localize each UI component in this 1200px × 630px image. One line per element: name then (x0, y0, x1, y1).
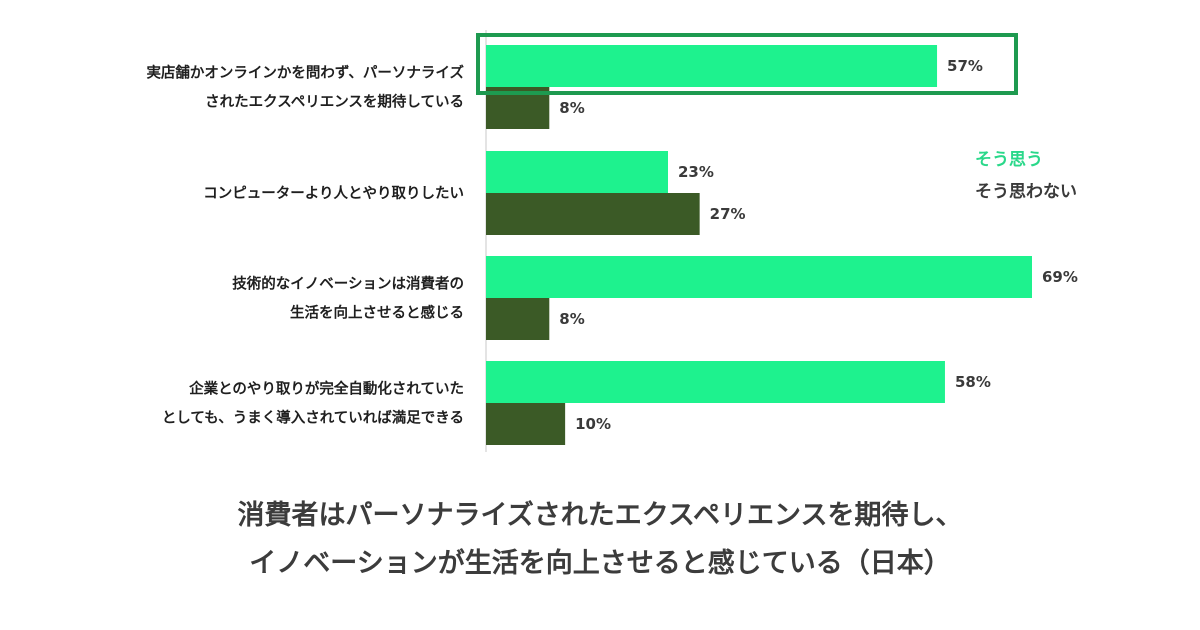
caption: 消費者はパーソナライズされたエクスペリエンスを期待し、 イノベーションが生活を向… (0, 492, 1200, 588)
legend-entry-1: そう思わない (975, 182, 1077, 202)
value-label-0-0: 57% (947, 57, 983, 75)
category-label-3-0: 企業とのやり取りが完全自動化されていた (188, 380, 464, 398)
value-label-1-3: 10% (575, 415, 611, 433)
value-label-1-1: 27% (710, 205, 746, 223)
value-label-0-2: 69% (1042, 268, 1078, 286)
caption-line-2: イノベーションが生活を向上させると感じている（日本） (249, 548, 951, 579)
caption-line-1: 消費者はパーソナライズされたエクスペリエンスを期待し、 (237, 500, 963, 531)
value-label-0-1: 23% (678, 163, 714, 181)
category-label-3-1: としても、うまく導入されていれば満足できる (162, 409, 464, 427)
value-label-0-3: 58% (955, 373, 991, 391)
bar-1-3 (486, 403, 566, 445)
category-label-2-0: 技術的なイノベーションは消費者の (232, 275, 464, 293)
bar-0-3 (486, 361, 945, 403)
bar-chart: 実店舗かオンラインかを問わず、パーソナライズされたエクスペリエンスを期待している… (146, 30, 1078, 452)
bar-1-2 (486, 298, 550, 340)
category-label-0-1: されたエクスペリエンスを期待している (205, 93, 464, 111)
bar-0-0 (486, 45, 938, 87)
category-label-1-0: コンピューターより人とやり取りしたい (203, 185, 464, 202)
bar-0-2 (486, 256, 1032, 298)
category-label-0-0: 実店舗かオンラインかを問わず、パーソナライズ (146, 64, 464, 82)
value-label-1-2: 8% (559, 310, 584, 328)
bar-1-1 (486, 193, 700, 235)
legend-entry-0: そう思う (975, 150, 1043, 170)
bar-0-1 (486, 151, 668, 193)
value-label-1-0: 8% (559, 99, 584, 117)
highlight-box (476, 33, 1018, 95)
category-label-2-1: 生活を向上させると感じる (290, 304, 464, 322)
